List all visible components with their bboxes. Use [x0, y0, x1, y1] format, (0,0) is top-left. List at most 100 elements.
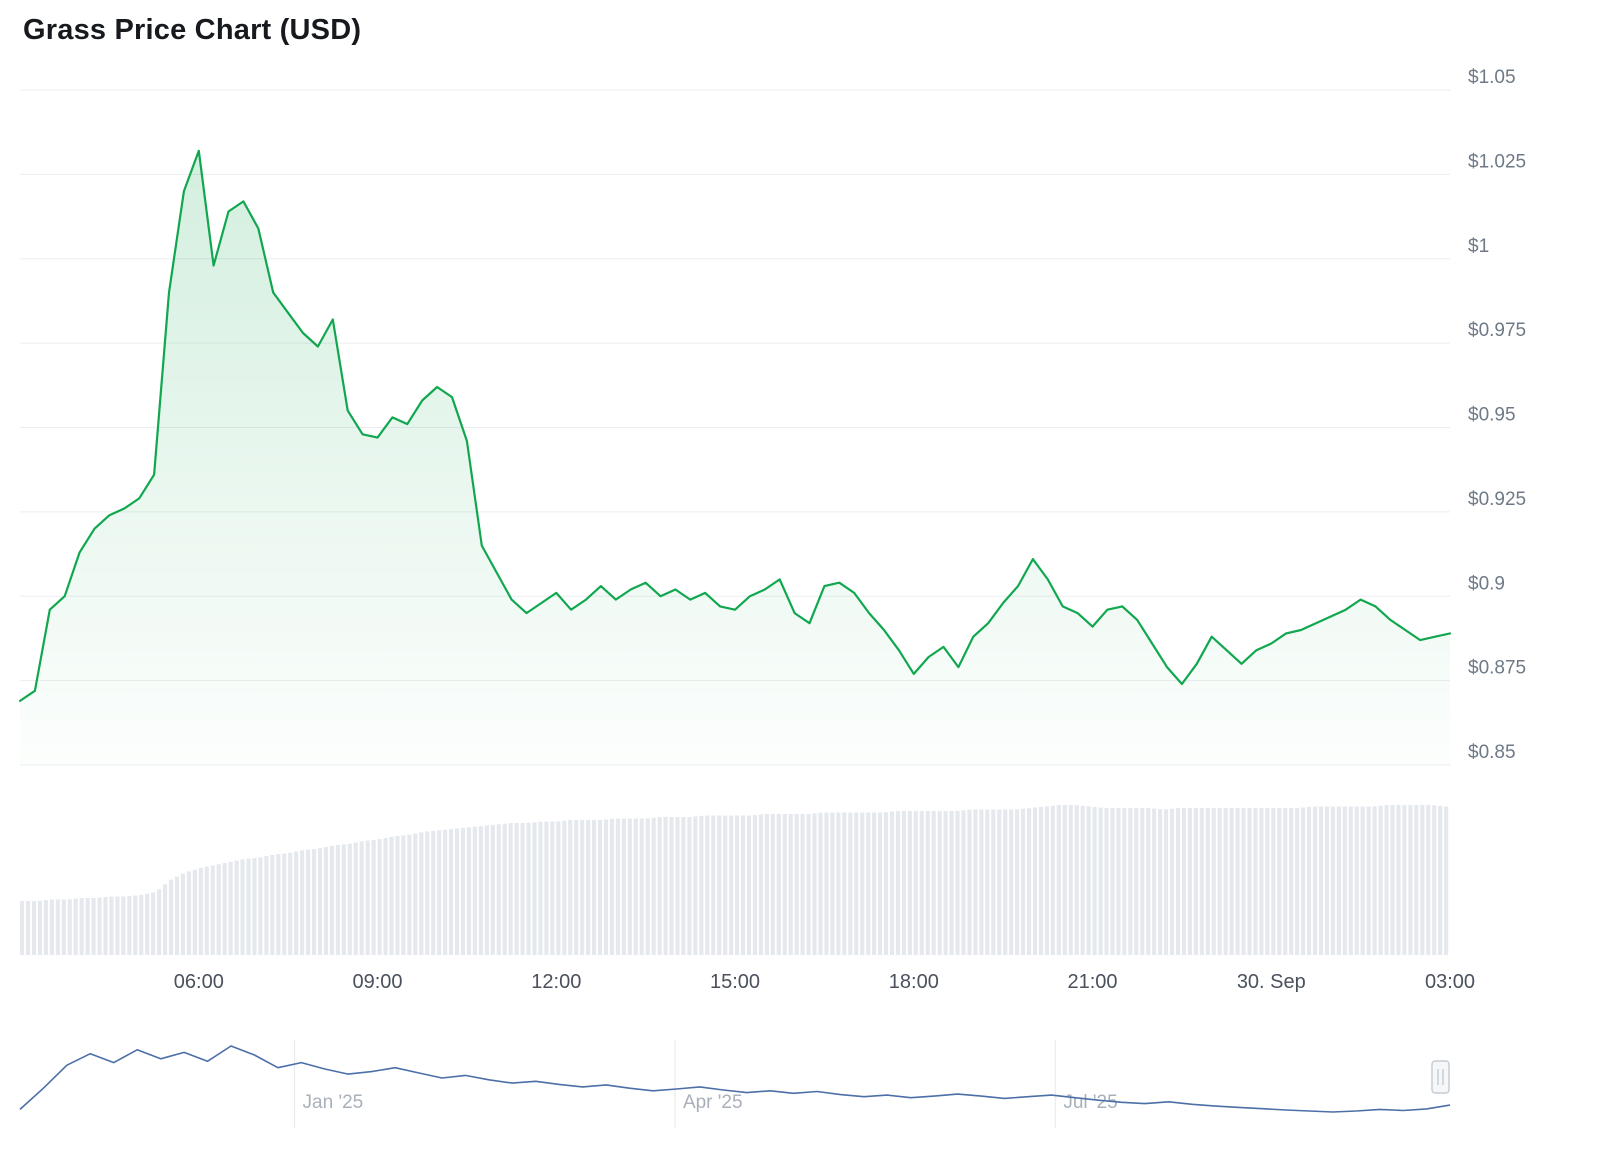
volume-bar: [1193, 808, 1198, 955]
volume-bar: [592, 820, 597, 955]
volume-bar: [1301, 807, 1306, 955]
volume-bar: [961, 810, 966, 955]
volume-bar: [329, 845, 334, 955]
volume-bar: [693, 816, 698, 955]
volume-bar: [31, 901, 37, 955]
volume-bar: [866, 812, 871, 955]
volume-bar: [931, 811, 936, 955]
volume-bar: [1408, 805, 1413, 955]
volume-bar: [812, 813, 817, 955]
volume-bar: [43, 900, 48, 955]
volume-bar: [1098, 807, 1103, 955]
volume-bar: [1247, 808, 1252, 955]
volume-bar: [1050, 805, 1055, 955]
volume-bar: [1378, 805, 1383, 955]
volume-bar: [705, 815, 710, 955]
volume-bar: [538, 821, 543, 955]
volume-bar: [371, 839, 376, 955]
volume-bar: [681, 817, 686, 955]
x-tick-label: 21:00: [1067, 971, 1117, 993]
volume-bar: [347, 843, 352, 955]
volume-bar: [1360, 806, 1365, 955]
volume-bar: [204, 866, 209, 955]
volume-bar: [925, 811, 930, 955]
volume-bar: [419, 832, 424, 955]
volume-bar: [258, 857, 263, 955]
volume-bar: [1003, 809, 1008, 955]
volume-bar: [651, 817, 656, 955]
volume-bar: [800, 814, 805, 955]
volume-bar: [907, 811, 912, 955]
volume-bar: [1324, 806, 1330, 955]
volume-bar: [878, 812, 883, 955]
volume-bar: [210, 865, 215, 955]
volume-bar: [919, 811, 924, 955]
volume-bar: [848, 812, 853, 955]
volume-bar: [425, 831, 430, 955]
volume-bar: [1271, 808, 1276, 955]
volume-bar: [413, 833, 418, 955]
volume-bar: [1217, 808, 1222, 955]
volume-bar: [1253, 808, 1258, 955]
volume-bar: [198, 867, 203, 955]
volume-bar: [353, 842, 358, 955]
volume-bar: [740, 815, 746, 955]
volume-bar: [627, 818, 632, 955]
volume-bar: [1259, 808, 1264, 955]
plot-area[interactable]: [20, 90, 1450, 955]
volume-bar: [443, 829, 448, 955]
volume-bar: [1164, 809, 1169, 955]
volume-bar: [699, 815, 704, 955]
volume-bar: [1390, 805, 1395, 955]
volume-bar: [133, 895, 138, 955]
price-area: [20, 150, 1450, 766]
volume-bar: [431, 830, 436, 955]
volume-bar: [61, 899, 66, 955]
navigator-handle[interactable]: [1431, 1060, 1450, 1094]
volume-bar: [1283, 808, 1288, 955]
volume-bar: [532, 822, 537, 955]
volume-bar: [872, 812, 877, 955]
volume-bar: [1122, 808, 1127, 955]
x-tick-label: 06:00: [174, 971, 224, 993]
volume-bar: [735, 815, 740, 955]
volume-bar: [496, 824, 501, 955]
volume-bar: [1348, 806, 1353, 955]
volume-bar: [1181, 808, 1187, 955]
volume-bar: [1104, 808, 1109, 955]
volume-bar: [729, 815, 734, 955]
volume-bar: [794, 814, 799, 955]
volume-bar: [335, 845, 340, 955]
navigator-track[interactable]: [20, 1040, 1450, 1128]
volume-bar: [1229, 808, 1234, 955]
volume-bar: [282, 853, 287, 955]
x-tick-label: 03:00: [1425, 971, 1475, 993]
volume-bar: [1038, 806, 1044, 955]
volume-bar: [73, 898, 78, 955]
navigator-line: [19, 1045, 1451, 1113]
volume-bar: [979, 809, 984, 955]
volume-bar: [323, 847, 329, 955]
volume-bar: [437, 830, 442, 955]
volume-bar: [151, 892, 156, 955]
volume-bar: [240, 859, 245, 955]
volume-bar: [633, 818, 638, 955]
volume-bar: [163, 884, 168, 955]
volume-bar: [520, 823, 525, 955]
volume-bar: [901, 811, 906, 955]
volume-bar: [997, 809, 1002, 955]
volume-bar: [288, 852, 293, 955]
navigator-handle-body[interactable]: [1431, 1060, 1450, 1094]
volume-bar: [788, 814, 793, 955]
volume-bar: [1021, 808, 1026, 955]
volume-bar: [192, 869, 197, 955]
volume-bar: [1175, 808, 1181, 955]
volume-bar: [1092, 806, 1097, 955]
volume-bar: [514, 823, 519, 955]
volume-bar: [1426, 805, 1431, 955]
volume-bar: [67, 899, 72, 955]
volume-bar: [937, 811, 942, 955]
volume-bar: [574, 820, 579, 955]
volume-bar: [913, 811, 918, 955]
